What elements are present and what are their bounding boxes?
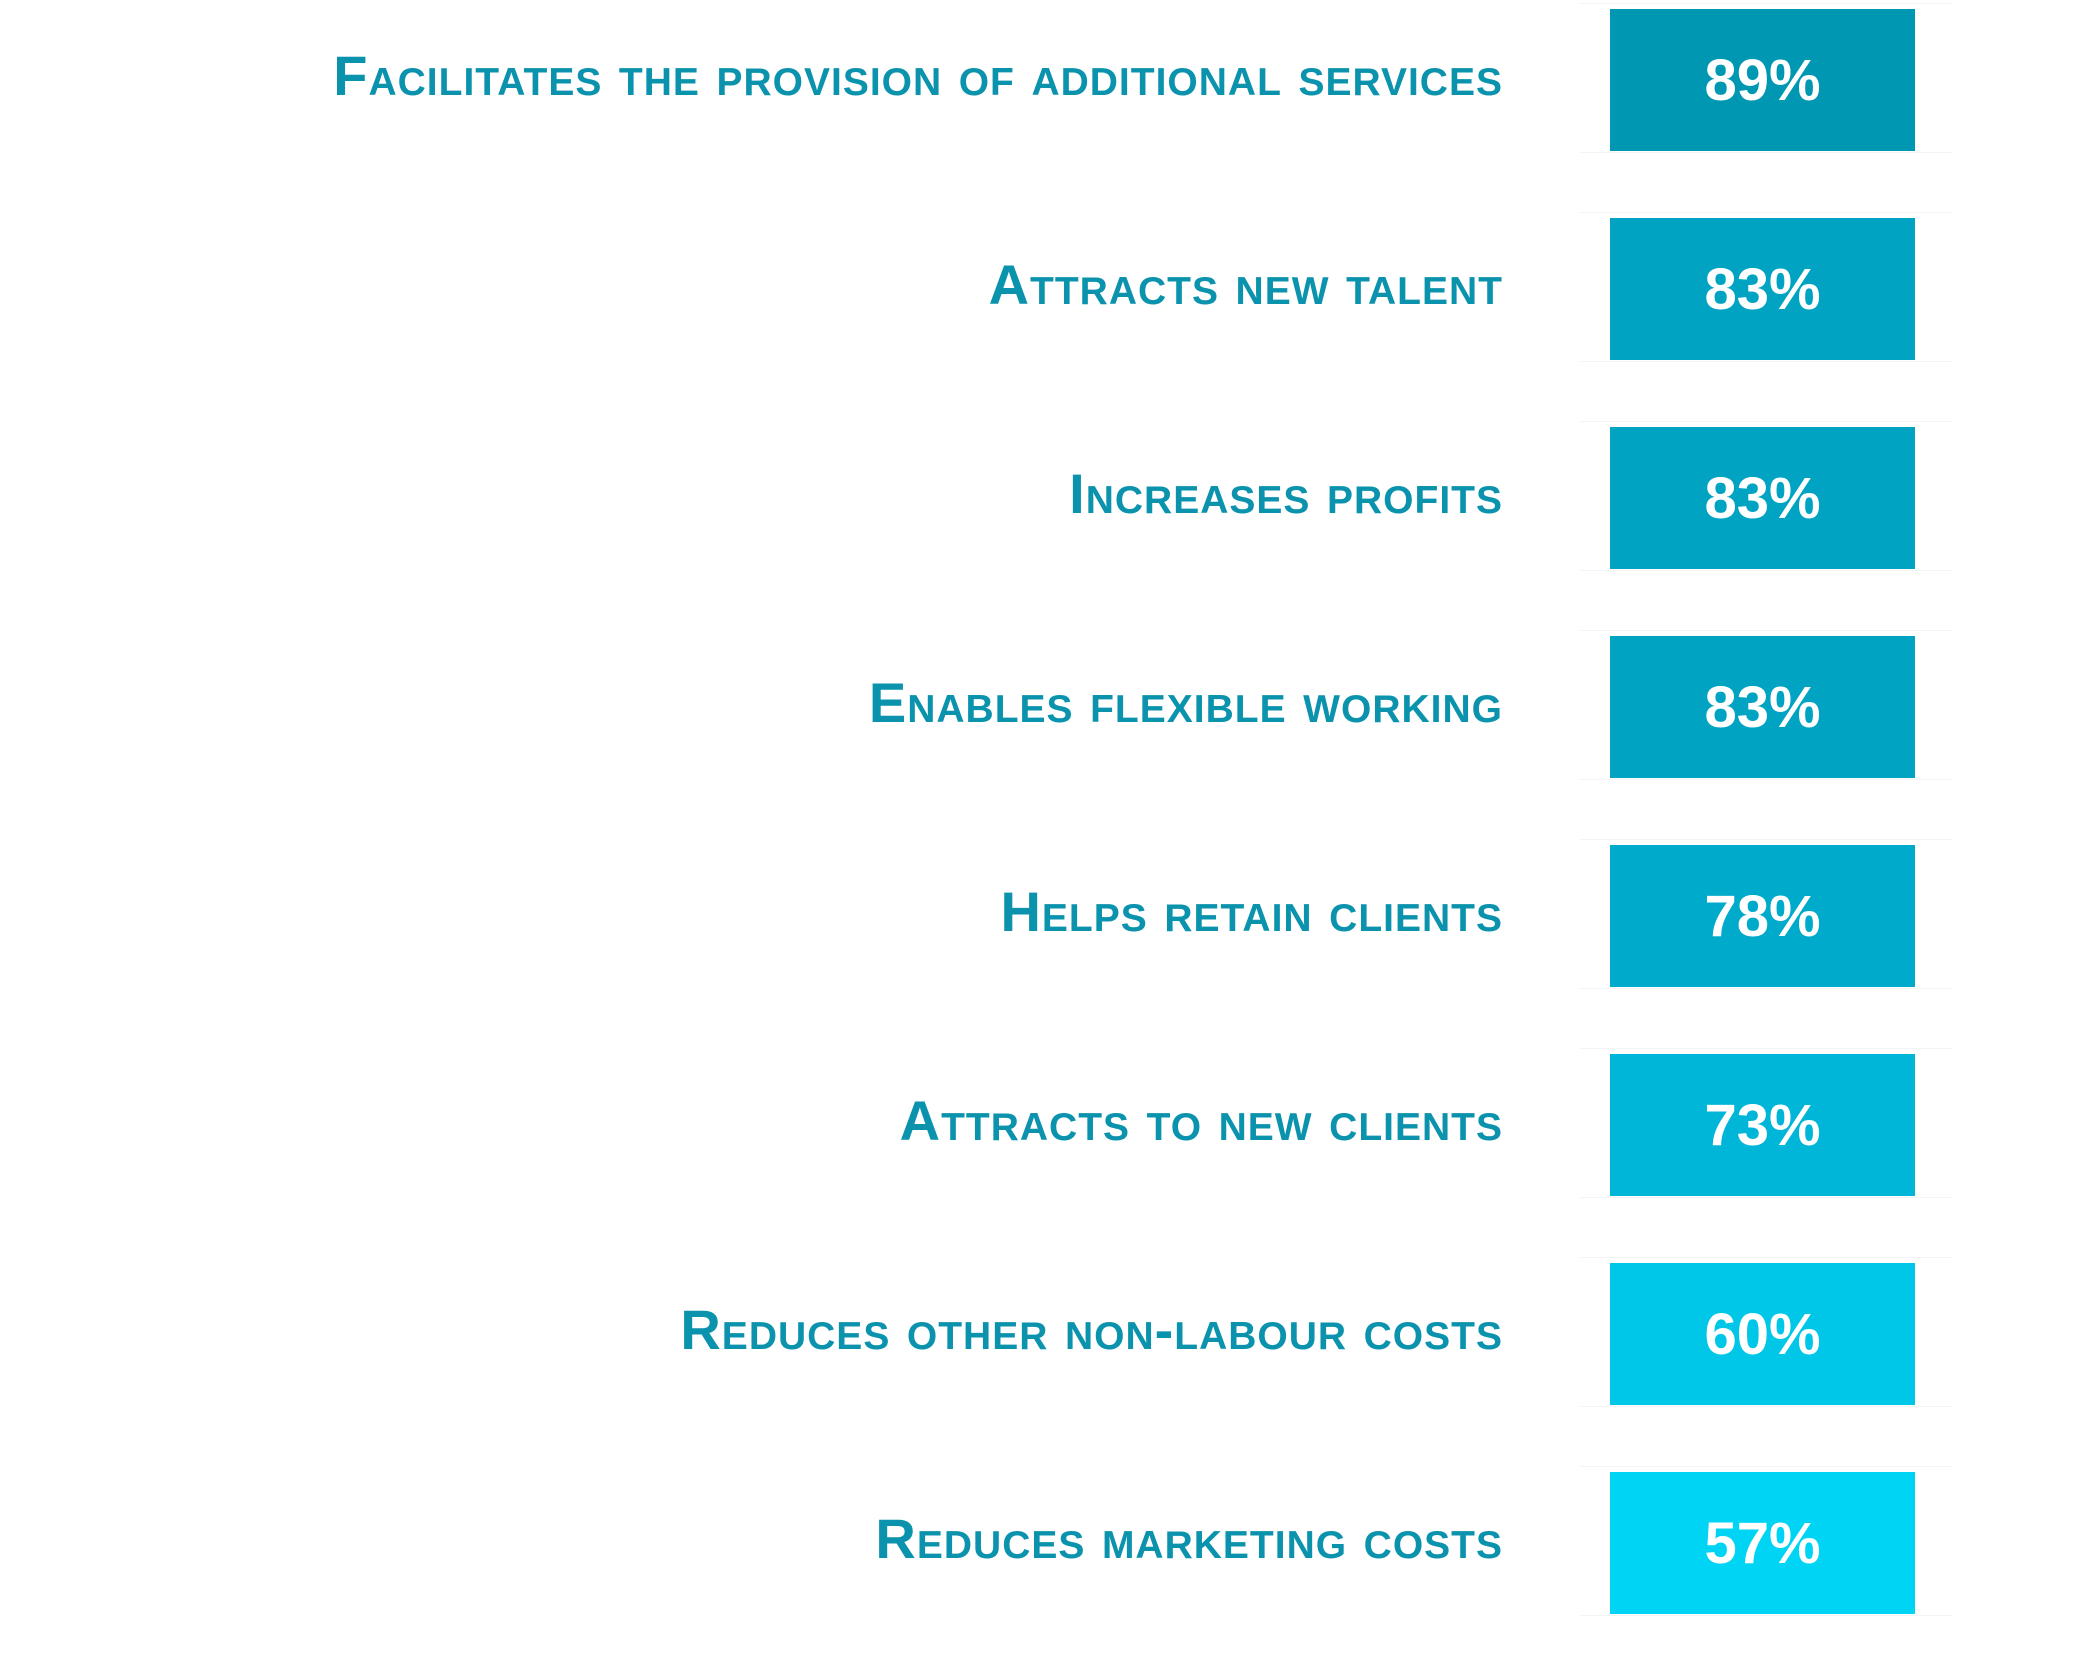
row-separator <box>1580 3 1952 4</box>
row-separator <box>1580 988 1952 989</box>
chart-row: Increases profits 83% <box>0 418 2083 627</box>
value-box: 73% <box>1610 1054 1915 1196</box>
row-separator <box>1580 1615 1952 1616</box>
row-separator <box>1580 630 1952 631</box>
value-label: 83% <box>1704 465 1821 531</box>
row-separator <box>1580 570 1952 571</box>
category-label: Helps retain clients <box>1000 879 1503 943</box>
chart-row: Attracts new talent 83% <box>0 209 2083 418</box>
chart-row: Reduces other non-labour costs 60% <box>0 1254 2083 1463</box>
category-label: Enables flexible working <box>868 670 1503 734</box>
value-label: 73% <box>1704 1092 1821 1158</box>
value-label: 89% <box>1704 47 1821 113</box>
row-separator <box>1580 779 1952 780</box>
category-label: Increases profits <box>1069 461 1503 525</box>
category-label: Facilitates the provision of additional … <box>333 43 1503 107</box>
chart-row: Facilitates the provision of additional … <box>0 0 2083 209</box>
chart-row: Helps retain clients 78% <box>0 836 2083 1045</box>
category-label: Reduces marketing costs <box>875 1506 1503 1570</box>
category-label: Attracts new talent <box>988 252 1503 316</box>
value-label: 57% <box>1704 1510 1821 1576</box>
value-box: 83% <box>1610 427 1915 569</box>
row-separator <box>1580 1406 1952 1407</box>
category-label: Attracts to new clients <box>899 1088 1503 1152</box>
row-separator <box>1580 212 1952 213</box>
value-box: 60% <box>1610 1263 1915 1405</box>
chart-row: Reduces marketing costs 57% <box>0 1463 2083 1672</box>
value-label: 83% <box>1704 674 1821 740</box>
value-box: 83% <box>1610 218 1915 360</box>
row-separator <box>1580 152 1952 153</box>
row-separator <box>1580 361 1952 362</box>
category-label: Reduces other non-labour costs <box>680 1297 1503 1361</box>
value-label: 60% <box>1704 1301 1821 1367</box>
value-box: 89% <box>1610 9 1915 151</box>
value-box: 78% <box>1610 845 1915 987</box>
value-box: 57% <box>1610 1472 1915 1614</box>
row-separator <box>1580 421 1952 422</box>
row-separator <box>1580 1048 1952 1049</box>
row-separator <box>1580 1466 1952 1467</box>
value-box: 83% <box>1610 636 1915 778</box>
chart-row: Enables flexible working 83% <box>0 627 2083 836</box>
row-separator <box>1580 1257 1952 1258</box>
chart: Facilitates the provision of additional … <box>0 0 2083 1616</box>
chart-row: Attracts to new clients 73% <box>0 1045 2083 1254</box>
row-separator <box>1580 839 1952 840</box>
value-label: 78% <box>1704 883 1821 949</box>
row-separator <box>1580 1197 1952 1198</box>
value-label: 83% <box>1704 256 1821 322</box>
